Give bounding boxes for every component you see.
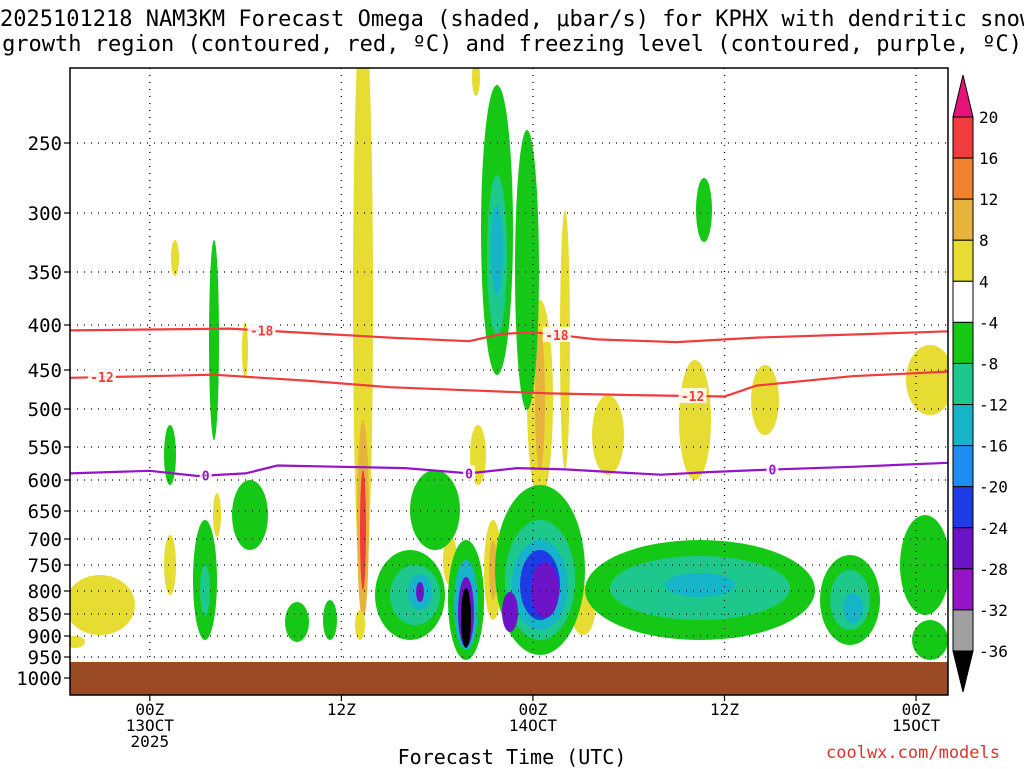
colorbar-segment	[952, 321, 974, 364]
y-tick-label: 550	[28, 437, 62, 459]
contour-label-bg	[87, 369, 116, 385]
contour-label-bg	[766, 461, 779, 477]
colorbar-segment	[952, 609, 974, 652]
y-tick-label: 450	[28, 360, 62, 382]
colorbar-label: -28	[979, 560, 1008, 579]
contour-label: -18	[545, 329, 569, 344]
y-tick-label: 850	[28, 604, 62, 626]
ground-layer	[70, 662, 948, 695]
contour-label-bg	[542, 326, 571, 342]
contour-label: -18	[250, 324, 274, 339]
x-tick-label: 12Z	[710, 700, 739, 719]
y-tick-label: 350	[28, 262, 62, 284]
x-tick-label: 13OCT	[126, 716, 175, 735]
contour-label-bg	[463, 465, 476, 481]
x-tick-label: 14OCT	[509, 716, 558, 735]
y-tick-label: 950	[28, 647, 62, 669]
contour-label: 0	[768, 464, 776, 479]
y-tick-label: 600	[28, 470, 62, 492]
colorbar-label: -20	[979, 478, 1008, 497]
y-tick-label: 700	[28, 529, 62, 551]
contour-line	[70, 370, 948, 398]
colorbar: 20 16 12 8 4 -4 -8 -12 -16 -20 -24 -28 -32 -36	[952, 74, 1008, 693]
colorbar-label: -4	[979, 313, 998, 332]
chart-title-line-1: 2025101218 NAM3KM Forecast Omega (shaded…	[0, 7, 1024, 32]
colorbar-segment	[952, 116, 974, 159]
contour-line	[70, 461, 948, 478]
x-axis-label: Forecast Time (UTC)	[397, 745, 627, 769]
x-tick-label: 00Z	[518, 700, 547, 719]
chart-title-line-2: growth region (contoured, red, ºC) and f…	[2, 32, 1022, 57]
colorbar-segment	[952, 280, 974, 323]
colorbar-label: 4	[979, 272, 989, 291]
colorbar-label: -16	[979, 437, 1008, 456]
x-tick-label: 00Z	[135, 700, 164, 719]
colorbar-segment	[952, 157, 974, 200]
plot-frame	[69, 67, 949, 696]
colorbar-label: 12	[979, 190, 998, 209]
contour-label-bg	[199, 467, 212, 483]
contour-label-bg	[678, 388, 707, 403]
x-tick-label: 00Z	[902, 700, 931, 719]
y-tick-label: 800	[28, 581, 62, 603]
y-tick-label: 900	[28, 626, 62, 648]
colorbar-top-arrow	[952, 74, 974, 118]
colorbar-segment	[952, 445, 974, 488]
colorbar-label: 8	[979, 231, 989, 250]
y-tick-label: 300	[28, 203, 62, 225]
contour-label: -12	[681, 390, 704, 405]
x-tick-label: 2025	[131, 732, 170, 751]
y-tick-label: 650	[28, 501, 62, 523]
credit-text: coolwx.com/models	[826, 743, 1000, 763]
colorbar-segment	[952, 527, 974, 570]
colorbar-label: -12	[979, 396, 1008, 415]
colorbar-label: -24	[979, 519, 1008, 538]
contour-label: -12	[90, 371, 113, 386]
colorbar-label: -32	[979, 601, 1008, 620]
colorbar-label: 16	[979, 149, 998, 168]
y-axis: 2503003504004505005506006507007508008509…	[16, 133, 70, 690]
contour-line	[70, 327, 948, 344]
x-tick-label: 12Z	[327, 700, 356, 719]
contour-label-bg	[247, 322, 276, 338]
contour-label: 0	[465, 467, 473, 482]
colorbar-bottom-arrow	[952, 650, 974, 693]
colorbar-segment	[952, 404, 974, 447]
y-tick-label: 750	[28, 555, 62, 577]
colorbar-segment	[952, 486, 974, 529]
y-tick-label: 1000	[16, 668, 62, 690]
colorbar-segment	[952, 568, 974, 611]
isotherm-contours: -18 -18 -12 -12 0 0 0	[70, 322, 948, 485]
colorbar-label: 20	[979, 108, 998, 127]
colorbar-segment	[952, 198, 974, 241]
colorbar-segment	[952, 239, 974, 282]
contour-label: 0	[202, 470, 210, 485]
y-tick-label: 250	[28, 133, 62, 155]
x-tick-label: 15OCT	[892, 716, 941, 735]
colorbar-label: -8	[979, 354, 998, 373]
colorbar-segment	[952, 362, 974, 406]
y-tick-label: 500	[28, 399, 62, 421]
y-tick-label: 400	[28, 315, 62, 337]
colorbar-label: -36	[979, 642, 1008, 661]
